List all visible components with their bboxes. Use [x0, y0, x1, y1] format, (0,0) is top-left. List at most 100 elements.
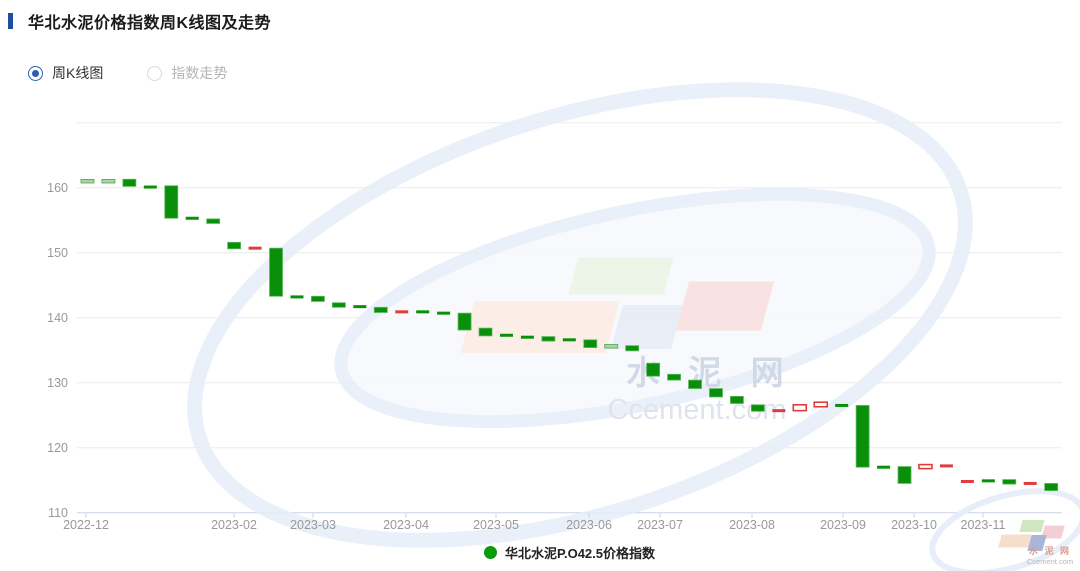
- corner-logo-block-pink-shape: [1041, 525, 1065, 539]
- candle[interactable]: [835, 403, 849, 407]
- candle[interactable]: [437, 311, 451, 315]
- radio-index-trend[interactable]: 指数走势: [147, 63, 227, 83]
- candle[interactable]: [646, 362, 661, 377]
- corner-logo-swoosh: [929, 488, 1080, 571]
- x-tick-label: 2023-07: [637, 518, 683, 532]
- candle[interactable]: [981, 479, 995, 483]
- title-accent-bar: [8, 13, 13, 29]
- legend-label: 华北水泥P.O42.5价格指数: [504, 546, 656, 561]
- x-tick-label: 2023-06: [566, 518, 612, 532]
- candle[interactable]: [792, 403, 808, 412]
- candle[interactable]: [227, 241, 242, 250]
- y-tick-label: 160: [47, 181, 68, 195]
- candle[interactable]: [395, 310, 409, 314]
- y-tick-label: 130: [47, 376, 68, 390]
- corner-logo-block-blue-shape: [1027, 535, 1047, 551]
- watermark-swoosh-outer: [187, 82, 973, 548]
- candle[interactable]: [269, 247, 283, 297]
- radio-weekly-kline-label: 周K线图: [52, 65, 104, 81]
- y-tick-label: 140: [47, 311, 68, 325]
- candle[interactable]: [1023, 481, 1037, 485]
- candle[interactable]: [688, 379, 702, 389]
- corner-logo-block-peach-shape: [998, 534, 1032, 548]
- watermark-logo-block-pink-shape: [675, 281, 775, 331]
- radio-index-trend-label: 指数走势: [171, 65, 228, 81]
- x-tick-label: 2023-05: [473, 518, 519, 532]
- watermark-logo-block-blue: [611, 305, 683, 349]
- candle[interactable]: [143, 185, 157, 189]
- page-title: 华北水泥价格指数周K线图及走势: [28, 15, 272, 32]
- x-tick-label: 2023-08: [729, 518, 775, 532]
- candle[interactable]: [855, 405, 870, 468]
- radio-selected-icon[interactable]: [28, 65, 43, 81]
- x-tick-label: 2023-11: [961, 518, 1006, 532]
- x-tick-label: 2023-04: [383, 518, 429, 532]
- y-tick-label: 150: [47, 246, 68, 260]
- legend[interactable]: 华北水泥P.O42.5价格指数: [77, 543, 1062, 562]
- candle[interactable]: [667, 373, 681, 381]
- corner-logo-block-green-shape: [1019, 520, 1045, 532]
- candle[interactable]: [960, 480, 974, 483]
- candle[interactable]: [520, 335, 534, 339]
- corner-logo-block-blue: [1027, 535, 1047, 551]
- candle[interactable]: [625, 345, 640, 352]
- candle[interactable]: [813, 401, 829, 408]
- radio-weekly-kline[interactable]: 周K线图: [28, 63, 103, 83]
- candle[interactable]: [1002, 479, 1017, 485]
- x-tick-label: 2023-10: [891, 518, 937, 532]
- x-tick-label: 2023-03: [290, 518, 336, 532]
- candle[interactable]: [331, 302, 346, 308]
- page-header: 华北水泥价格指数周K线图及走势: [8, 9, 271, 33]
- x-tick-label: 2023-02: [211, 518, 257, 532]
- candle[interactable]: [101, 178, 116, 184]
- candle[interactable]: [353, 305, 367, 309]
- candle[interactable]: [897, 466, 912, 484]
- watermark-logo-block-green: [568, 257, 674, 295]
- candle[interactable]: [416, 310, 430, 314]
- chart-mode-radio-group: 周K线图 指数走势: [28, 63, 227, 83]
- candle[interactable]: [248, 246, 262, 250]
- candles-layer: [80, 178, 1059, 492]
- candle[interactable]: [750, 404, 765, 412]
- candle[interactable]: [457, 312, 472, 331]
- candle[interactable]: [80, 178, 95, 184]
- candle[interactable]: [373, 306, 388, 313]
- x-tick-label: 2022-12: [63, 518, 109, 532]
- legend-marker: [483, 546, 497, 559]
- watermark-logo-block-green-shape: [568, 257, 674, 295]
- candle[interactable]: [772, 409, 786, 413]
- candle[interactable]: [185, 216, 199, 220]
- watermark-logo-block-peach: [460, 301, 620, 353]
- watermark-logo-block-blue-shape: [611, 305, 683, 349]
- candle[interactable]: [311, 295, 325, 302]
- candle[interactable]: [562, 338, 576, 342]
- corner-logo-block-peach: [998, 534, 1032, 548]
- x-tick-label: 2023-09: [820, 518, 866, 532]
- x-axis-layer: 2022-12 2023-02 2023-03 2023-04 2023-05 2023-…: [63, 512, 1006, 532]
- candle[interactable]: [164, 185, 179, 219]
- radio-unselected-icon[interactable]: [147, 65, 163, 81]
- candle[interactable]: [709, 388, 723, 398]
- y-tick-label: 120: [47, 441, 68, 455]
- candle[interactable]: [1044, 483, 1059, 492]
- candle[interactable]: [939, 464, 953, 468]
- candle[interactable]: [478, 327, 493, 337]
- corner-logo-en-text: Ccement.com: [1027, 557, 1073, 566]
- candle[interactable]: [290, 295, 304, 299]
- corner-logo-block-pink: [1041, 525, 1065, 539]
- candle[interactable]: [499, 333, 513, 337]
- corner-logo-cn-text: 水 泥 网: [1029, 545, 1071, 556]
- candle[interactable]: [541, 336, 556, 342]
- candle[interactable]: [122, 178, 137, 187]
- y-tick-label: 110: [48, 506, 68, 520]
- candle[interactable]: [604, 344, 619, 349]
- candle[interactable]: [877, 465, 891, 469]
- candle[interactable]: [918, 463, 933, 470]
- candle[interactable]: [583, 339, 598, 348]
- candle[interactable]: [206, 218, 221, 224]
- watermark-logo-block-peach-shape: [460, 301, 620, 353]
- candle[interactable]: [730, 395, 744, 404]
